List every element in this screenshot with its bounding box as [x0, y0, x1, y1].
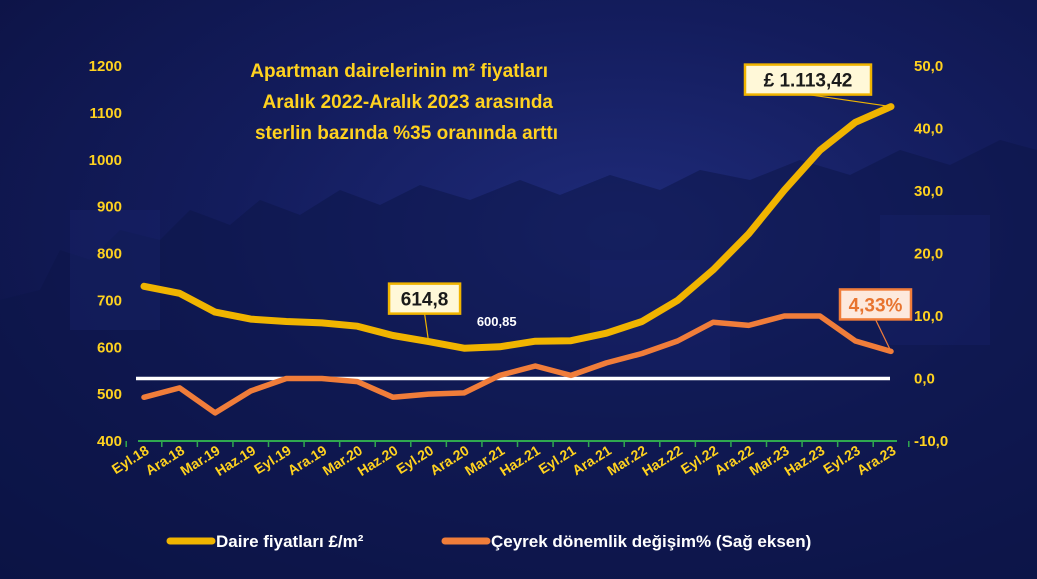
- right-tick-label: 50,0: [914, 58, 943, 75]
- annotation-label: 4,33%: [849, 295, 903, 316]
- annotation-box: [743, 63, 873, 96]
- annotation-box: [387, 282, 462, 315]
- left-tick-label: 900: [97, 199, 122, 216]
- legend-label-change: Çeyrek dönemlik değişim% (Sağ eksen): [491, 532, 811, 551]
- right-tick-label: 30,0: [914, 183, 943, 200]
- left-tick-label: 800: [97, 246, 122, 263]
- annotation-label: 614,8: [401, 290, 449, 311]
- right-tick-label: 20,0: [914, 246, 943, 263]
- left-tick-label: 400: [97, 433, 122, 450]
- left-tick-label: 1100: [89, 105, 122, 122]
- right-axis: -10,0 0,0 10,0 20,0 30,0 40,0 50,0: [914, 58, 948, 450]
- right-tick-label: -10,0: [914, 433, 948, 450]
- title-line-1: Apartman dairelerinin m² fiyatları: [250, 61, 548, 82]
- series-line-change: [141, 313, 894, 416]
- left-tick-label: 1000: [89, 152, 122, 169]
- annotation-leader: [423, 313, 430, 342]
- annotation-box: [838, 288, 913, 321]
- series-lines: [140, 103, 895, 416]
- annotation-label: 600,85: [477, 314, 517, 329]
- chart-title: Apartman dairelerinin m² fiyatları Aralı…: [250, 61, 558, 144]
- right-tick-label: 40,0: [914, 121, 943, 138]
- annotation-label: £ 1.113,42: [764, 71, 853, 92]
- title-line-2: Aralık 2022-Aralık 2023 arasında: [263, 92, 554, 113]
- right-tick-label: 10,0: [914, 308, 943, 325]
- left-axis: 400 500 600 700 800 900 1000 1100 1200: [89, 58, 122, 450]
- series-line-price: [140, 103, 895, 352]
- left-tick-label: 500: [97, 386, 122, 403]
- background-silhouettes: [0, 140, 1037, 579]
- legend-label-price: Daire fiyatları £/m²: [216, 532, 364, 551]
- left-tick-label: 1200: [89, 58, 122, 75]
- legend: Daire fiyatları £/m² Çeyrek dönemlik değ…: [166, 532, 811, 551]
- annotation-leader: [807, 93, 892, 108]
- annotation-leader: [874, 319, 892, 352]
- title-line-3: sterlin bazında %35 oranında arttı: [255, 123, 558, 144]
- left-tick-label: 600: [97, 339, 122, 356]
- left-tick-label: 700: [97, 292, 122, 309]
- annotations: 614,8 600,85 £ 1.113,42 4,33%: [387, 63, 913, 352]
- right-tick-label: 0,0: [914, 371, 935, 388]
